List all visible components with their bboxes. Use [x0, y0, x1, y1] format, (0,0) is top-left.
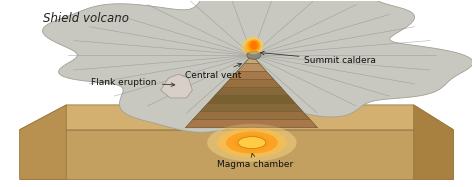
Ellipse shape — [241, 37, 263, 57]
Ellipse shape — [244, 36, 264, 54]
Polygon shape — [414, 105, 453, 179]
Ellipse shape — [226, 132, 278, 154]
Polygon shape — [237, 63, 266, 71]
Polygon shape — [230, 71, 273, 79]
Polygon shape — [215, 88, 288, 96]
Polygon shape — [208, 96, 296, 104]
Polygon shape — [19, 130, 453, 179]
Ellipse shape — [250, 41, 258, 50]
Polygon shape — [230, 71, 273, 79]
Polygon shape — [208, 96, 296, 104]
Ellipse shape — [247, 51, 261, 59]
Ellipse shape — [238, 137, 266, 149]
Polygon shape — [185, 120, 318, 128]
Polygon shape — [161, 74, 192, 98]
Text: Magma chamber: Magma chamber — [217, 154, 293, 169]
Polygon shape — [215, 88, 288, 96]
Ellipse shape — [207, 124, 297, 162]
Ellipse shape — [247, 39, 260, 51]
Ellipse shape — [234, 135, 270, 151]
Polygon shape — [193, 112, 310, 120]
Polygon shape — [193, 112, 310, 120]
Polygon shape — [19, 105, 453, 130]
Polygon shape — [245, 55, 259, 63]
Ellipse shape — [234, 135, 270, 151]
Text: Shield volcano: Shield volcano — [44, 12, 129, 25]
Polygon shape — [222, 79, 281, 88]
Ellipse shape — [245, 40, 259, 54]
Text: Central vent: Central vent — [185, 63, 242, 80]
Ellipse shape — [207, 124, 297, 162]
Polygon shape — [237, 63, 266, 71]
Ellipse shape — [217, 128, 287, 157]
Polygon shape — [19, 105, 66, 179]
Ellipse shape — [238, 137, 266, 149]
Polygon shape — [185, 55, 318, 128]
Text: Flank eruption: Flank eruption — [91, 78, 175, 87]
Ellipse shape — [247, 42, 257, 52]
Polygon shape — [43, 0, 473, 132]
Text: Summit caldera: Summit caldera — [261, 51, 376, 65]
Ellipse shape — [226, 132, 278, 154]
Polygon shape — [245, 55, 259, 63]
Polygon shape — [222, 79, 281, 88]
Polygon shape — [200, 104, 303, 112]
Polygon shape — [200, 104, 303, 112]
Ellipse shape — [217, 128, 287, 157]
Polygon shape — [185, 120, 318, 128]
